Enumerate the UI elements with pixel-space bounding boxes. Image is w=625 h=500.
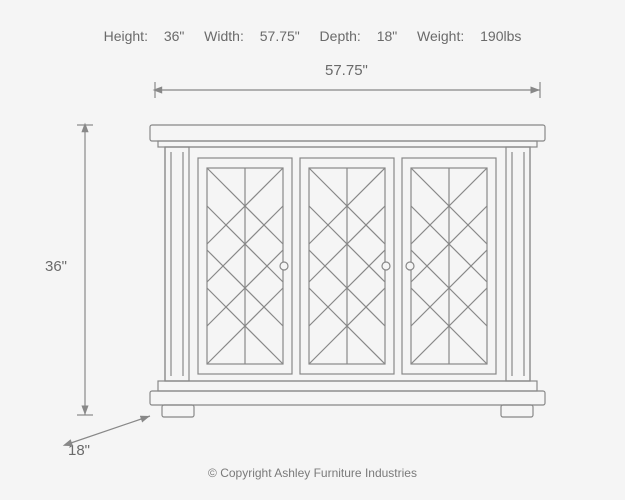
cabinet-door [402,158,496,374]
copyright-notice: © Copyright Ashley Furniture Industries [0,466,625,480]
cabinet-outline [150,125,545,417]
cabinet-door [300,158,394,374]
depth-arrow [65,416,150,445]
cabinet-door [198,158,292,374]
furniture-line-drawing [0,0,625,500]
